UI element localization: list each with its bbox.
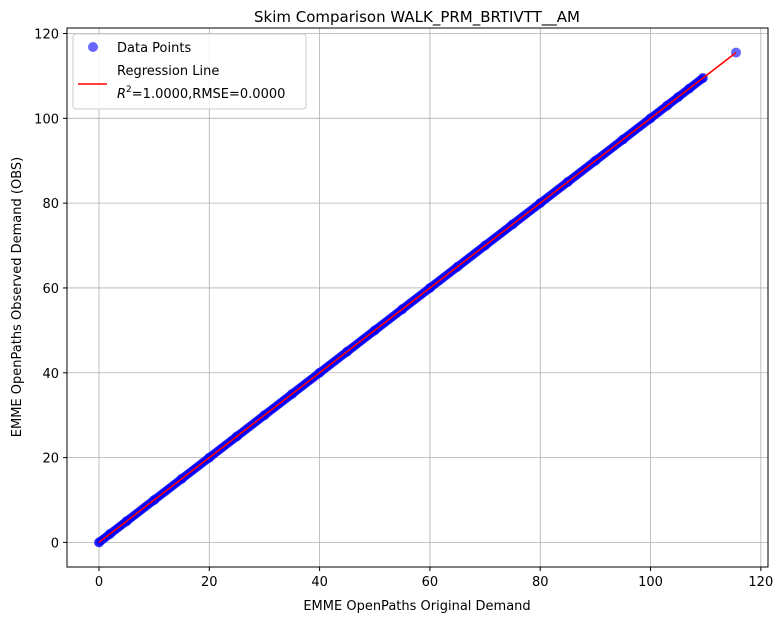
y-tick-label: 60 (42, 282, 59, 297)
y-axis-label: EMME OpenPaths Observed Demand (OBS) (10, 157, 25, 437)
y-tick-label: 40 (42, 367, 59, 382)
legend-scatter-marker (88, 42, 98, 52)
x-tick-label: 20 (201, 575, 218, 590)
legend: Data Points Regression Line R2=1.0000,RM… (72, 33, 307, 110)
x-tick-label: 60 (422, 575, 439, 590)
x-tick-label: 100 (638, 575, 663, 590)
x-tick-label: 120 (748, 575, 773, 590)
x-tick-label: 0 (95, 575, 103, 590)
x-axis-ticks: 0 20 40 60 80 100 120 (95, 567, 773, 590)
x-axis-label: EMME OpenPaths Original Demand (303, 599, 530, 614)
y-tick-label: 120 (34, 28, 59, 43)
y-tick-label: 20 (42, 452, 59, 467)
plot-area (93, 47, 742, 548)
chart-title: Skim Comparison WALK_PRM_BRTIVTT__AM (254, 8, 580, 27)
regression-line (98, 51, 737, 544)
y-axis-ticks: 0 20 40 60 80 100 120 (34, 28, 67, 551)
regression-layer (98, 51, 737, 544)
legend-line-label: Regression Line (117, 64, 219, 79)
legend-box (72, 33, 307, 110)
legend-scatter-label: Data Points (117, 41, 191, 56)
y-tick-label: 0 (51, 536, 59, 551)
plot-frame (66, 27, 769, 568)
y-tick-label: 100 (34, 112, 59, 127)
legend-stats-label: R2=1.0000,RMSE=0.0000 (117, 85, 285, 102)
x-tick-label: 80 (532, 575, 549, 590)
x-tick-label: 40 (311, 575, 328, 590)
y-tick-label: 80 (42, 197, 59, 212)
